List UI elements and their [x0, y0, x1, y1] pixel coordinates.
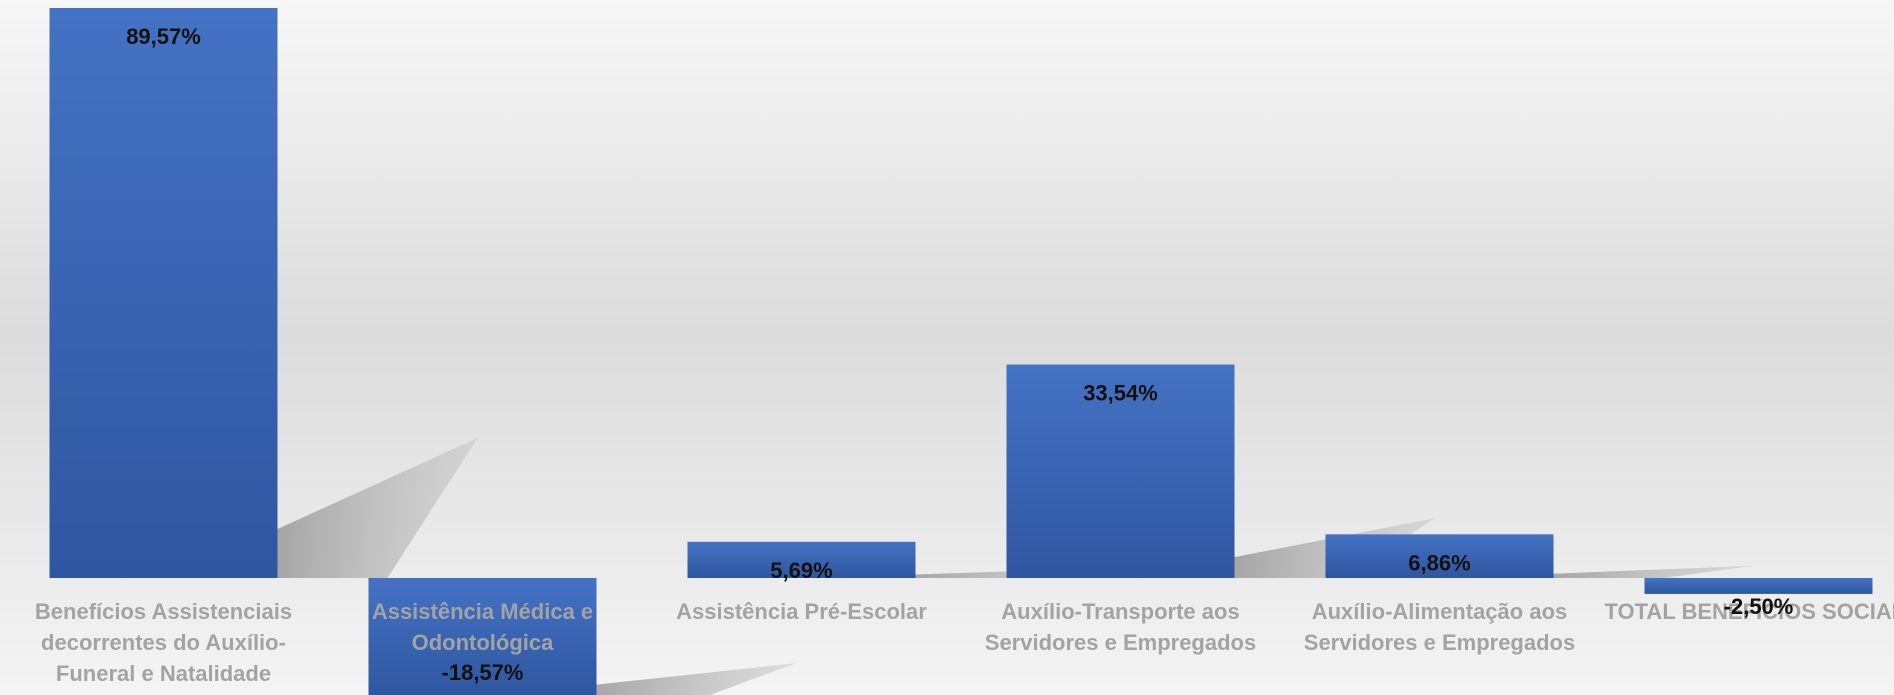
category-label-line: Auxílio-Transporte aos: [1001, 599, 1239, 624]
category-label-line: Funeral e Natalidade: [56, 661, 271, 686]
category-label-line: Assistência Médica e: [372, 599, 593, 624]
data-label: 6,86%: [1408, 550, 1470, 575]
data-label: -18,57%: [442, 660, 524, 685]
category-label-line: TOTAL BENEFÍCIOS SOCIAIS: [1604, 599, 1894, 624]
bar: [1006, 364, 1235, 578]
category-label-line: Assistência Pré-Escolar: [676, 599, 927, 624]
category-label: Assistência Médica e Odontológica: [372, 599, 593, 655]
category-label: Assistência Pré-Escolar: [676, 599, 927, 624]
bar: [687, 541, 916, 578]
category-label: Auxílio-Alimentação aos Servidores e Empr…: [1304, 599, 1575, 655]
bar-shadow: [277, 438, 478, 578]
category-label: Benefícios Assistenciais decorrentes do A…: [35, 599, 292, 686]
category-labels: Benefícios Assistenciais decorrentes do A…: [35, 599, 1894, 686]
category-label-line: Servidores e Empregados: [985, 630, 1256, 655]
bar: [368, 578, 597, 695]
data-label: 89,57%: [126, 24, 201, 49]
category-label-line: decorrentes do Auxílio-: [41, 630, 286, 655]
bar-shadow: [596, 663, 797, 695]
data-label: 33,54%: [1083, 381, 1158, 406]
category-label-line: Odontológica: [412, 630, 555, 655]
category-label-line: Benefícios Assistenciais: [35, 599, 292, 624]
category-label-line: Auxílio-Alimentação aos: [1312, 599, 1568, 624]
category-label-line: Servidores e Empregados: [1304, 630, 1575, 655]
bar: [1325, 534, 1554, 578]
bar-shadow: [1553, 565, 1754, 578]
category-label: Auxílio-Transporte aos Servidores e Empre…: [985, 599, 1256, 655]
bar: [49, 8, 278, 578]
bar: [1644, 578, 1873, 594]
data-label: -2,50%: [1724, 594, 1794, 619]
data-labels: 89,57% -18,57% 5,69% 33,54% 6,86% -2,50%: [126, 24, 1793, 685]
data-label: 5,69%: [770, 558, 832, 583]
bars: [49, 8, 1873, 695]
category-label: TOTAL BENEFÍCIOS SOCIAIS: [1604, 599, 1894, 624]
